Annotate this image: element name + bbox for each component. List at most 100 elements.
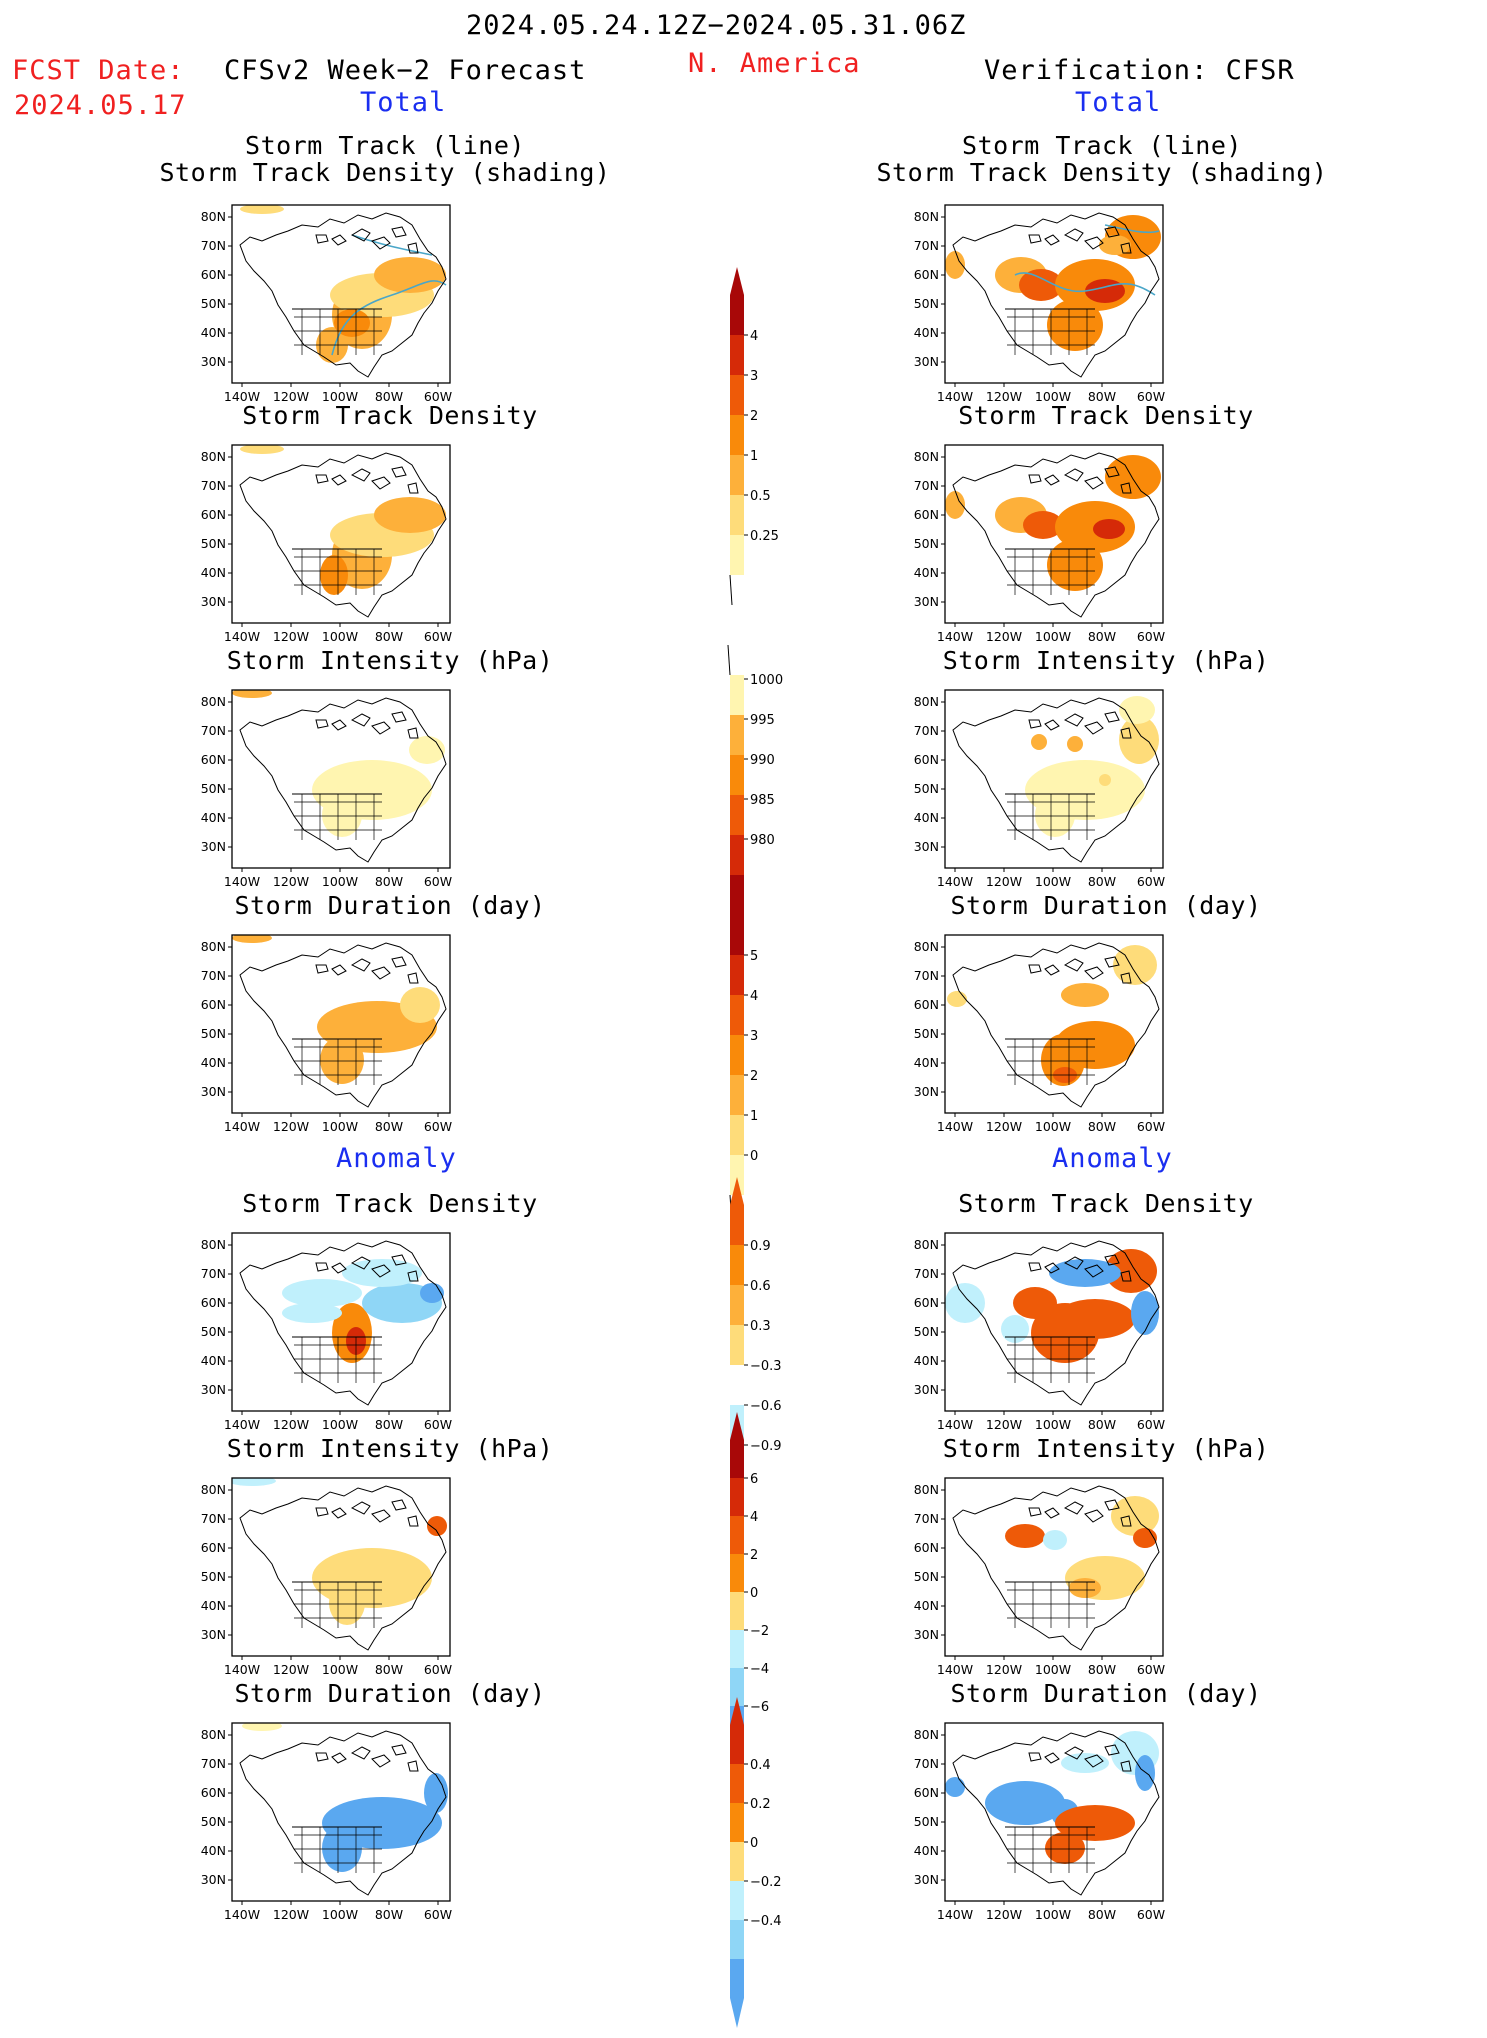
lat-tick-label: 70N — [914, 723, 939, 738]
shaded-region — [1069, 1578, 1101, 1598]
lat-tick-label: 60N — [914, 1540, 939, 1555]
shaded-region — [1019, 269, 1063, 301]
lat-tick-label: 40N — [914, 565, 939, 580]
colorbar-label: 980 — [750, 833, 775, 848]
lat-tick-label: 30N — [914, 1627, 939, 1642]
map-density-forecast: 80N 70N 60N 50N 40N 30N 140W 120W 100W 80W 60W — [201, 444, 452, 644]
colorbar-swatch — [730, 1554, 744, 1592]
panel-title-density-anom-right: Storm Track Density — [958, 1189, 1254, 1218]
lat-tick-label: 80N — [914, 1482, 939, 1497]
lat-tick-label: 50N — [914, 1569, 939, 1584]
colorbar-label: −0.4 — [750, 1914, 782, 1929]
lat-tick-label: 30N — [201, 1382, 226, 1397]
lat-tick-label: 40N — [201, 1843, 226, 1858]
panel-title-duration-left: Storm Duration (day) — [234, 891, 546, 920]
lon-tick-label: 120W — [986, 1907, 1022, 1922]
colorbar-label: 0.2 — [750, 1797, 771, 1812]
map-density-verification: 80N 70N 60N 50N 40N 30N 140W 120W 100W 80W 60W — [914, 444, 1165, 644]
lat-tick-label: 80N — [201, 1482, 226, 1497]
lon-tick-label: 80W — [375, 629, 403, 644]
map-duration-verification: 80N 70N 60N 50N 40N 30N 140W 120W 100W 80W 60W — [914, 934, 1165, 1134]
shaded-region — [1085, 279, 1125, 303]
lat-tick-label: 70N — [914, 478, 939, 493]
shaded-region — [282, 1303, 342, 1323]
lon-tick-label: 140W — [224, 389, 260, 404]
colorbar-swatch — [730, 1842, 744, 1881]
colorbar-swatch — [730, 1365, 744, 1405]
right-column-title: Verification: CFSR — [984, 55, 1295, 86]
colorbar-swatch — [730, 915, 744, 955]
colorbar-swatch — [730, 795, 744, 835]
lat-tick-label: 50N — [201, 296, 226, 311]
colorbar-swatch — [730, 675, 744, 715]
lat-tick-label: 80N — [201, 1237, 226, 1252]
colorbar-label: 0.4 — [750, 1758, 771, 1773]
lat-tick-label: 70N — [201, 238, 226, 253]
colorbar-swatch — [730, 1516, 744, 1554]
lon-tick-label: 60W — [1137, 1417, 1165, 1432]
panel-title-density-left: Storm Track Density — [242, 401, 538, 430]
lon-tick-label: 140W — [937, 1119, 973, 1134]
lon-tick-label: 60W — [1137, 1119, 1165, 1134]
panel-title-duration-right: Storm Duration (day) — [950, 891, 1262, 920]
map-duration-anomaly-forecast: 80N 70N 60N 50N 40N 30N 140W 120W 100W 80W 60W — [201, 1722, 452, 1922]
left-column-title: CFSv2 Week−2 Forecast — [224, 55, 587, 86]
lat-tick-label: 40N — [914, 1598, 939, 1613]
lon-tick-label: 120W — [273, 1417, 309, 1432]
lat-tick-label: 60N — [201, 1540, 226, 1555]
lat-tick-label: 80N — [914, 1237, 939, 1252]
lat-tick-label: 60N — [914, 1295, 939, 1310]
shaded-region — [1099, 235, 1131, 255]
colorbar-label: 985 — [750, 793, 775, 808]
lon-tick-label: 60W — [1137, 874, 1165, 889]
colorbar-swatch — [730, 1285, 744, 1325]
shaded-region — [1035, 793, 1075, 837]
colorbar-label: 0.6 — [750, 1279, 771, 1294]
shaded-region — [1061, 983, 1109, 1007]
shaded-region — [1105, 455, 1161, 499]
colorbar-swatch — [730, 535, 744, 575]
lat-tick-label: 30N — [914, 1382, 939, 1397]
lon-tick-label: 140W — [224, 1417, 260, 1432]
lon-tick-label: 120W — [273, 1662, 309, 1677]
lat-tick-label: 40N — [201, 1598, 226, 1613]
colorbar-density: 4 3 2 1 0.5 0.25 — [729, 267, 779, 606]
lat-tick-label: 40N — [201, 1353, 226, 1368]
colorbar-label: 4 — [750, 989, 758, 1004]
lat-tick-label: 60N — [914, 997, 939, 1012]
panel-title-track-left: Storm Track (line) Storm Track Density (s… — [159, 131, 611, 187]
lon-tick-label: 100W — [322, 1907, 358, 1922]
shaded-region — [329, 1581, 365, 1625]
lon-tick-label: 120W — [273, 629, 309, 644]
map-duration-forecast: 80N 70N 60N 50N 40N 30N 140W 120W 100W 80W 60W — [201, 934, 452, 1134]
lon-tick-label: 120W — [986, 389, 1022, 404]
lat-tick-label: 30N — [201, 594, 226, 609]
lat-tick-label: 60N — [201, 1295, 226, 1310]
lat-tick-label: 60N — [201, 997, 226, 1012]
panel-title-density-anom-left: Storm Track Density — [242, 1189, 538, 1218]
colorbar-swatch — [730, 1115, 744, 1155]
colorbar-swatch — [730, 1592, 744, 1630]
lon-tick-label: 80W — [1088, 1119, 1116, 1134]
lon-tick-label: 60W — [424, 874, 452, 889]
shaded-region — [1119, 696, 1155, 724]
colorbar-label: −0.9 — [750, 1439, 782, 1454]
lat-tick-label: 50N — [201, 1324, 226, 1339]
colorbar-density-anomaly: 0.9 0.6 0.3 −0.3 −0.6 −0.9 — [730, 1177, 782, 1555]
lat-tick-label: 70N — [914, 968, 939, 983]
lat-tick-label: 50N — [914, 1814, 939, 1829]
colorbar-top-arrow — [730, 267, 744, 295]
shaded-region — [1049, 1259, 1121, 1287]
lon-tick-label: 140W — [224, 1907, 260, 1922]
lon-tick-label: 60W — [424, 1662, 452, 1677]
lat-tick-label: 70N — [201, 1511, 226, 1526]
lon-tick-label: 80W — [375, 874, 403, 889]
colorbar-label: 990 — [750, 753, 775, 768]
lon-tick-label: 60W — [424, 629, 452, 644]
colorbar-label: 6 — [750, 1472, 758, 1487]
colorbar-swatch — [730, 1245, 744, 1285]
map-intensity-anomaly-forecast: 80N 70N 60N 50N 40N 30N 140W 120W 100W 80W 60W — [201, 1477, 452, 1677]
lat-tick-label: 60N — [201, 1785, 226, 1800]
lon-tick-label: 100W — [322, 1119, 358, 1134]
lat-tick-label: 30N — [201, 1872, 226, 1887]
